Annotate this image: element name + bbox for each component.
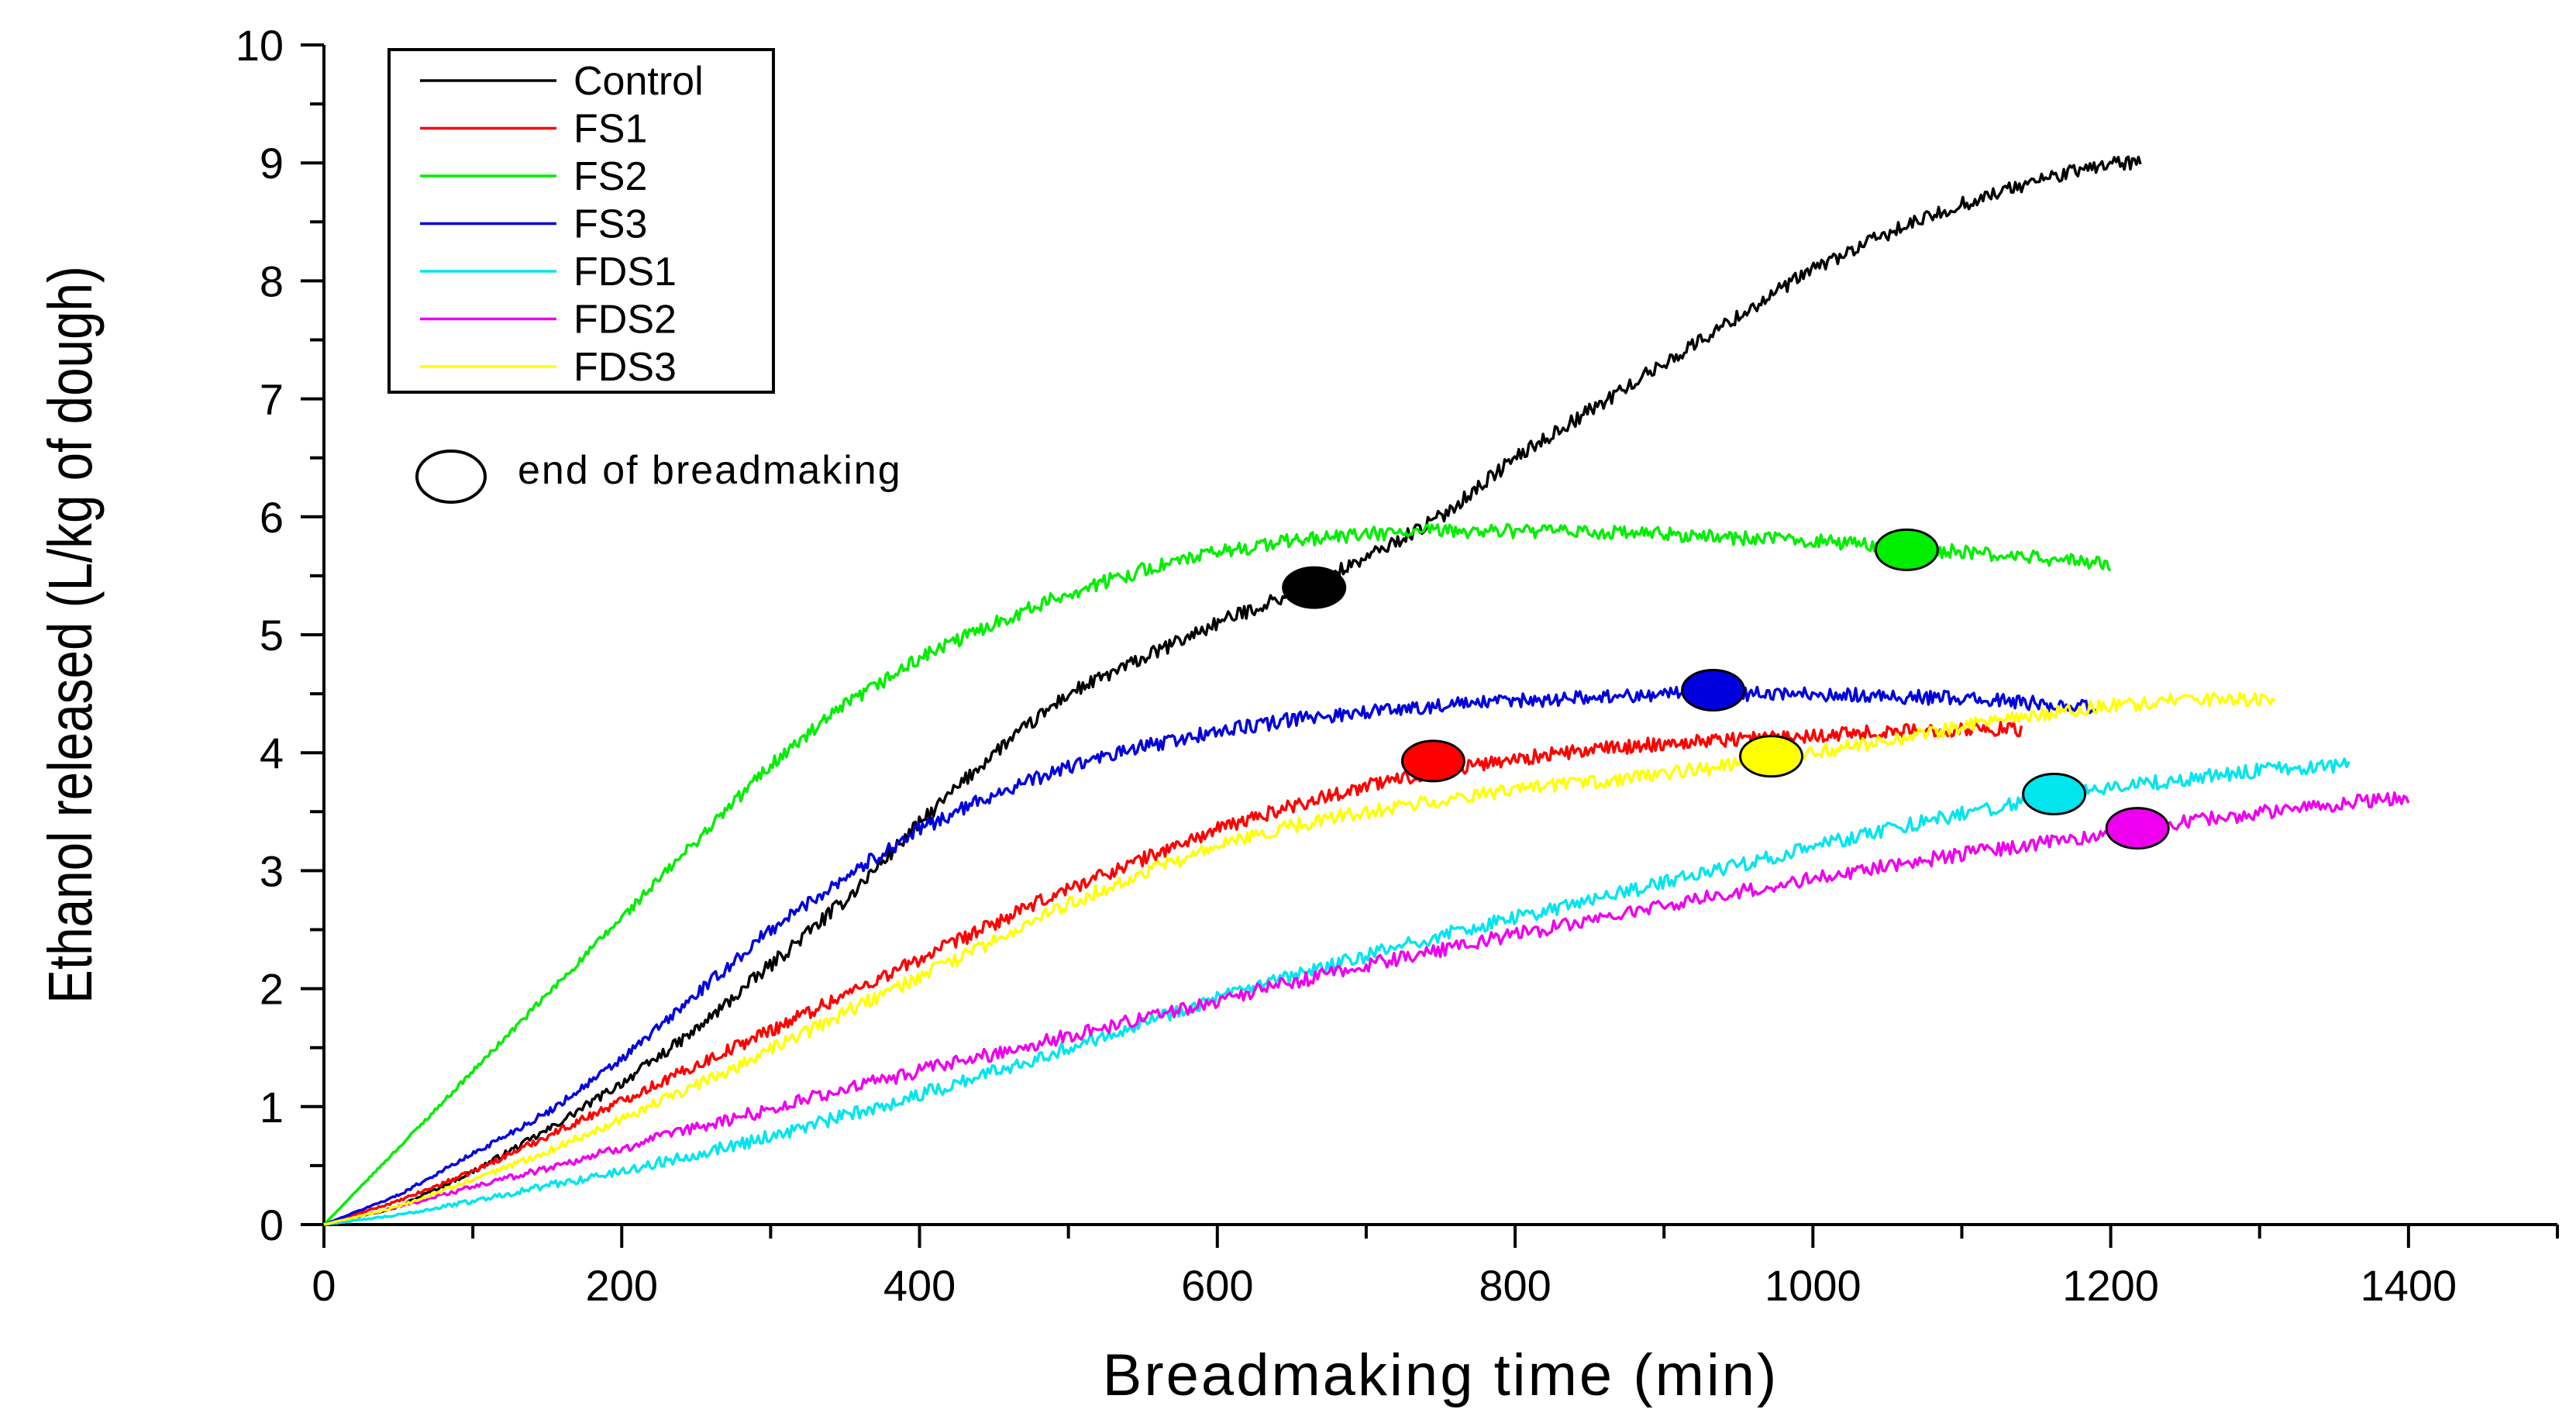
legend-label-fds2: FDS2 (573, 298, 677, 343)
x-axis-title: Breadmaking time (min) (1103, 1342, 1779, 1408)
y-tick-label: 5 (260, 611, 284, 660)
y-tick-label: 8 (260, 257, 284, 305)
x-tick-label: 1400 (2361, 1261, 2457, 1310)
series-line-control (323, 155, 2142, 1226)
end-marker-fs1 (1400, 739, 1465, 783)
x-tick-label: 200 (586, 1261, 658, 1310)
end-marker-control (1282, 566, 1347, 609)
series-line-fds2 (323, 791, 2410, 1226)
x-tick-label: 1000 (1765, 1261, 1861, 1310)
end-marker-fds1 (2022, 772, 2087, 815)
y-tick-label: 4 (260, 729, 284, 777)
legend-label-control: Control (573, 59, 704, 104)
y-tick-label: 1 (260, 1083, 284, 1132)
end-marker-fds3 (1739, 735, 1804, 778)
x-tick-label: 0 (312, 1261, 336, 1310)
legend-label-fds3: FDS3 (573, 345, 677, 390)
x-tick-label: 800 (1479, 1261, 1551, 1310)
y-tick-label: 3 (260, 846, 284, 895)
x-tick-label: 400 (883, 1261, 956, 1310)
y-tick-label: 6 (260, 493, 284, 542)
annotation-open-circle (415, 450, 487, 504)
x-tick-label: 1200 (2062, 1261, 2159, 1310)
y-tick-label: 2 (260, 965, 284, 1014)
legend-box (387, 48, 775, 394)
legend-label-fs3: FS3 (573, 202, 647, 247)
y-tick-label: 0 (260, 1201, 284, 1249)
end-marker-fs2 (1874, 528, 1939, 571)
series-line-fs1 (323, 721, 2023, 1226)
end-marker-fs3 (1681, 669, 1746, 712)
end-marker-fds2 (2105, 807, 2170, 850)
series-line-fds3 (323, 691, 2276, 1226)
y-axis-title: Ethanol released (L/kg of dough) (36, 266, 105, 1004)
annotation-text: end of breadmaking (518, 448, 902, 493)
y-tick-label: 7 (260, 375, 284, 424)
legend-label-fds1: FDS1 (573, 250, 677, 295)
legend-label-fs2: FS2 (573, 154, 647, 199)
legend-label-fs1: FS1 (573, 107, 647, 152)
series-line-fs2 (322, 522, 2112, 1226)
y-tick-label: 9 (260, 139, 284, 188)
y-tick-label: 10 (236, 21, 284, 70)
series-line-fs3 (323, 685, 2097, 1226)
x-tick-label: 600 (1181, 1261, 1253, 1310)
